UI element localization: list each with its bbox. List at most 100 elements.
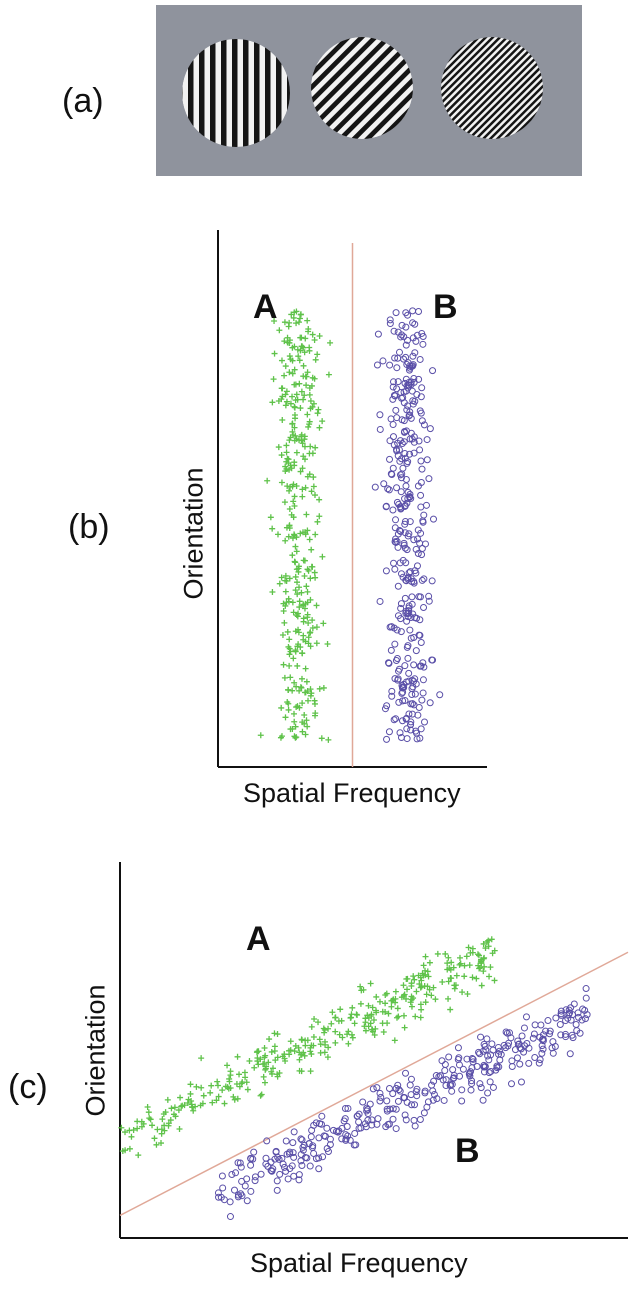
point-B <box>232 1169 240 1177</box>
grating-stimulus <box>182 39 290 147</box>
point-A <box>313 624 320 631</box>
point-A <box>181 1102 188 1109</box>
point-A <box>362 1019 369 1026</box>
point-A <box>286 636 293 643</box>
point-B <box>394 354 402 362</box>
point-B <box>410 536 418 544</box>
point-B <box>420 421 428 429</box>
point-A <box>175 1107 182 1114</box>
point-A <box>165 1120 172 1127</box>
gratings-svg <box>156 5 582 176</box>
point-B <box>383 1097 391 1105</box>
point-A <box>417 1001 424 1008</box>
point-A <box>297 334 304 341</box>
point-A <box>261 1054 268 1061</box>
point-A <box>134 1125 141 1132</box>
point-A <box>302 638 309 645</box>
point-A <box>283 398 290 405</box>
point-A <box>373 993 380 1000</box>
point-B <box>416 593 424 601</box>
point-B <box>393 537 401 545</box>
point-A <box>486 973 493 980</box>
point-A <box>482 945 489 952</box>
point-A <box>337 1006 344 1013</box>
point-A <box>299 440 306 447</box>
point-B <box>390 327 398 335</box>
point-A <box>338 1017 345 1024</box>
point-B <box>410 661 418 669</box>
point-B <box>392 656 400 664</box>
point-A <box>300 396 307 403</box>
point-B <box>556 1021 564 1029</box>
point-B <box>394 675 402 683</box>
point-A <box>289 599 296 606</box>
point-A <box>286 437 293 444</box>
point-B <box>468 1080 476 1088</box>
point-B <box>401 662 409 670</box>
point-A <box>308 563 315 570</box>
scatter-b-svg <box>217 230 487 768</box>
point-A <box>432 996 439 1003</box>
point-B <box>409 397 417 405</box>
point-B <box>410 1116 418 1124</box>
point-B <box>413 331 421 339</box>
point-B <box>392 538 400 546</box>
point-B <box>407 414 415 422</box>
point-A <box>354 1012 361 1019</box>
point-A <box>311 700 318 707</box>
point-A <box>420 962 427 969</box>
point-B <box>275 1155 283 1163</box>
point-B <box>414 711 422 719</box>
point-A <box>369 1004 376 1011</box>
point-A <box>214 1082 221 1089</box>
point-A <box>309 331 316 338</box>
point-A <box>290 481 297 488</box>
point-B <box>243 1175 251 1183</box>
point-A <box>491 977 498 984</box>
point-A <box>188 1097 195 1104</box>
point-A <box>281 1055 288 1062</box>
point-A <box>153 1141 160 1148</box>
point-A <box>307 1068 314 1075</box>
point-B <box>449 1066 457 1074</box>
point-A <box>135 1152 142 1159</box>
point-B <box>403 714 411 722</box>
point-B <box>368 1116 376 1124</box>
point-B <box>418 576 426 584</box>
point-B <box>351 1129 359 1137</box>
point-B <box>414 535 422 543</box>
point-A <box>293 548 300 555</box>
point-A <box>305 423 312 430</box>
point-B <box>329 1126 337 1134</box>
point-A <box>321 1038 328 1045</box>
point-A <box>467 949 474 956</box>
point-A <box>319 418 326 425</box>
point-A <box>426 986 433 993</box>
point-A <box>118 1124 125 1131</box>
point-A <box>288 311 295 318</box>
point-A <box>147 1116 154 1123</box>
point-A <box>128 1133 135 1140</box>
point-B <box>299 1146 307 1154</box>
point-A <box>282 577 289 584</box>
point-A <box>296 380 303 387</box>
point-A <box>145 1109 152 1116</box>
point-B <box>383 1105 391 1113</box>
point-B <box>217 1193 225 1201</box>
point-B <box>495 1047 503 1055</box>
point-A <box>465 944 472 951</box>
point-A <box>311 1016 318 1023</box>
point-A <box>303 583 310 590</box>
point-B <box>323 1124 331 1132</box>
y-axis-label-c-text: Orientation <box>80 984 111 1117</box>
point-A <box>291 679 298 686</box>
point-A <box>316 685 323 692</box>
point-B <box>418 329 426 337</box>
point-A <box>310 483 317 490</box>
point-B <box>402 1116 410 1124</box>
point-B <box>405 530 413 538</box>
point-A <box>392 988 399 995</box>
point-A <box>312 531 319 538</box>
point-A <box>478 982 485 989</box>
point-A <box>420 972 427 979</box>
